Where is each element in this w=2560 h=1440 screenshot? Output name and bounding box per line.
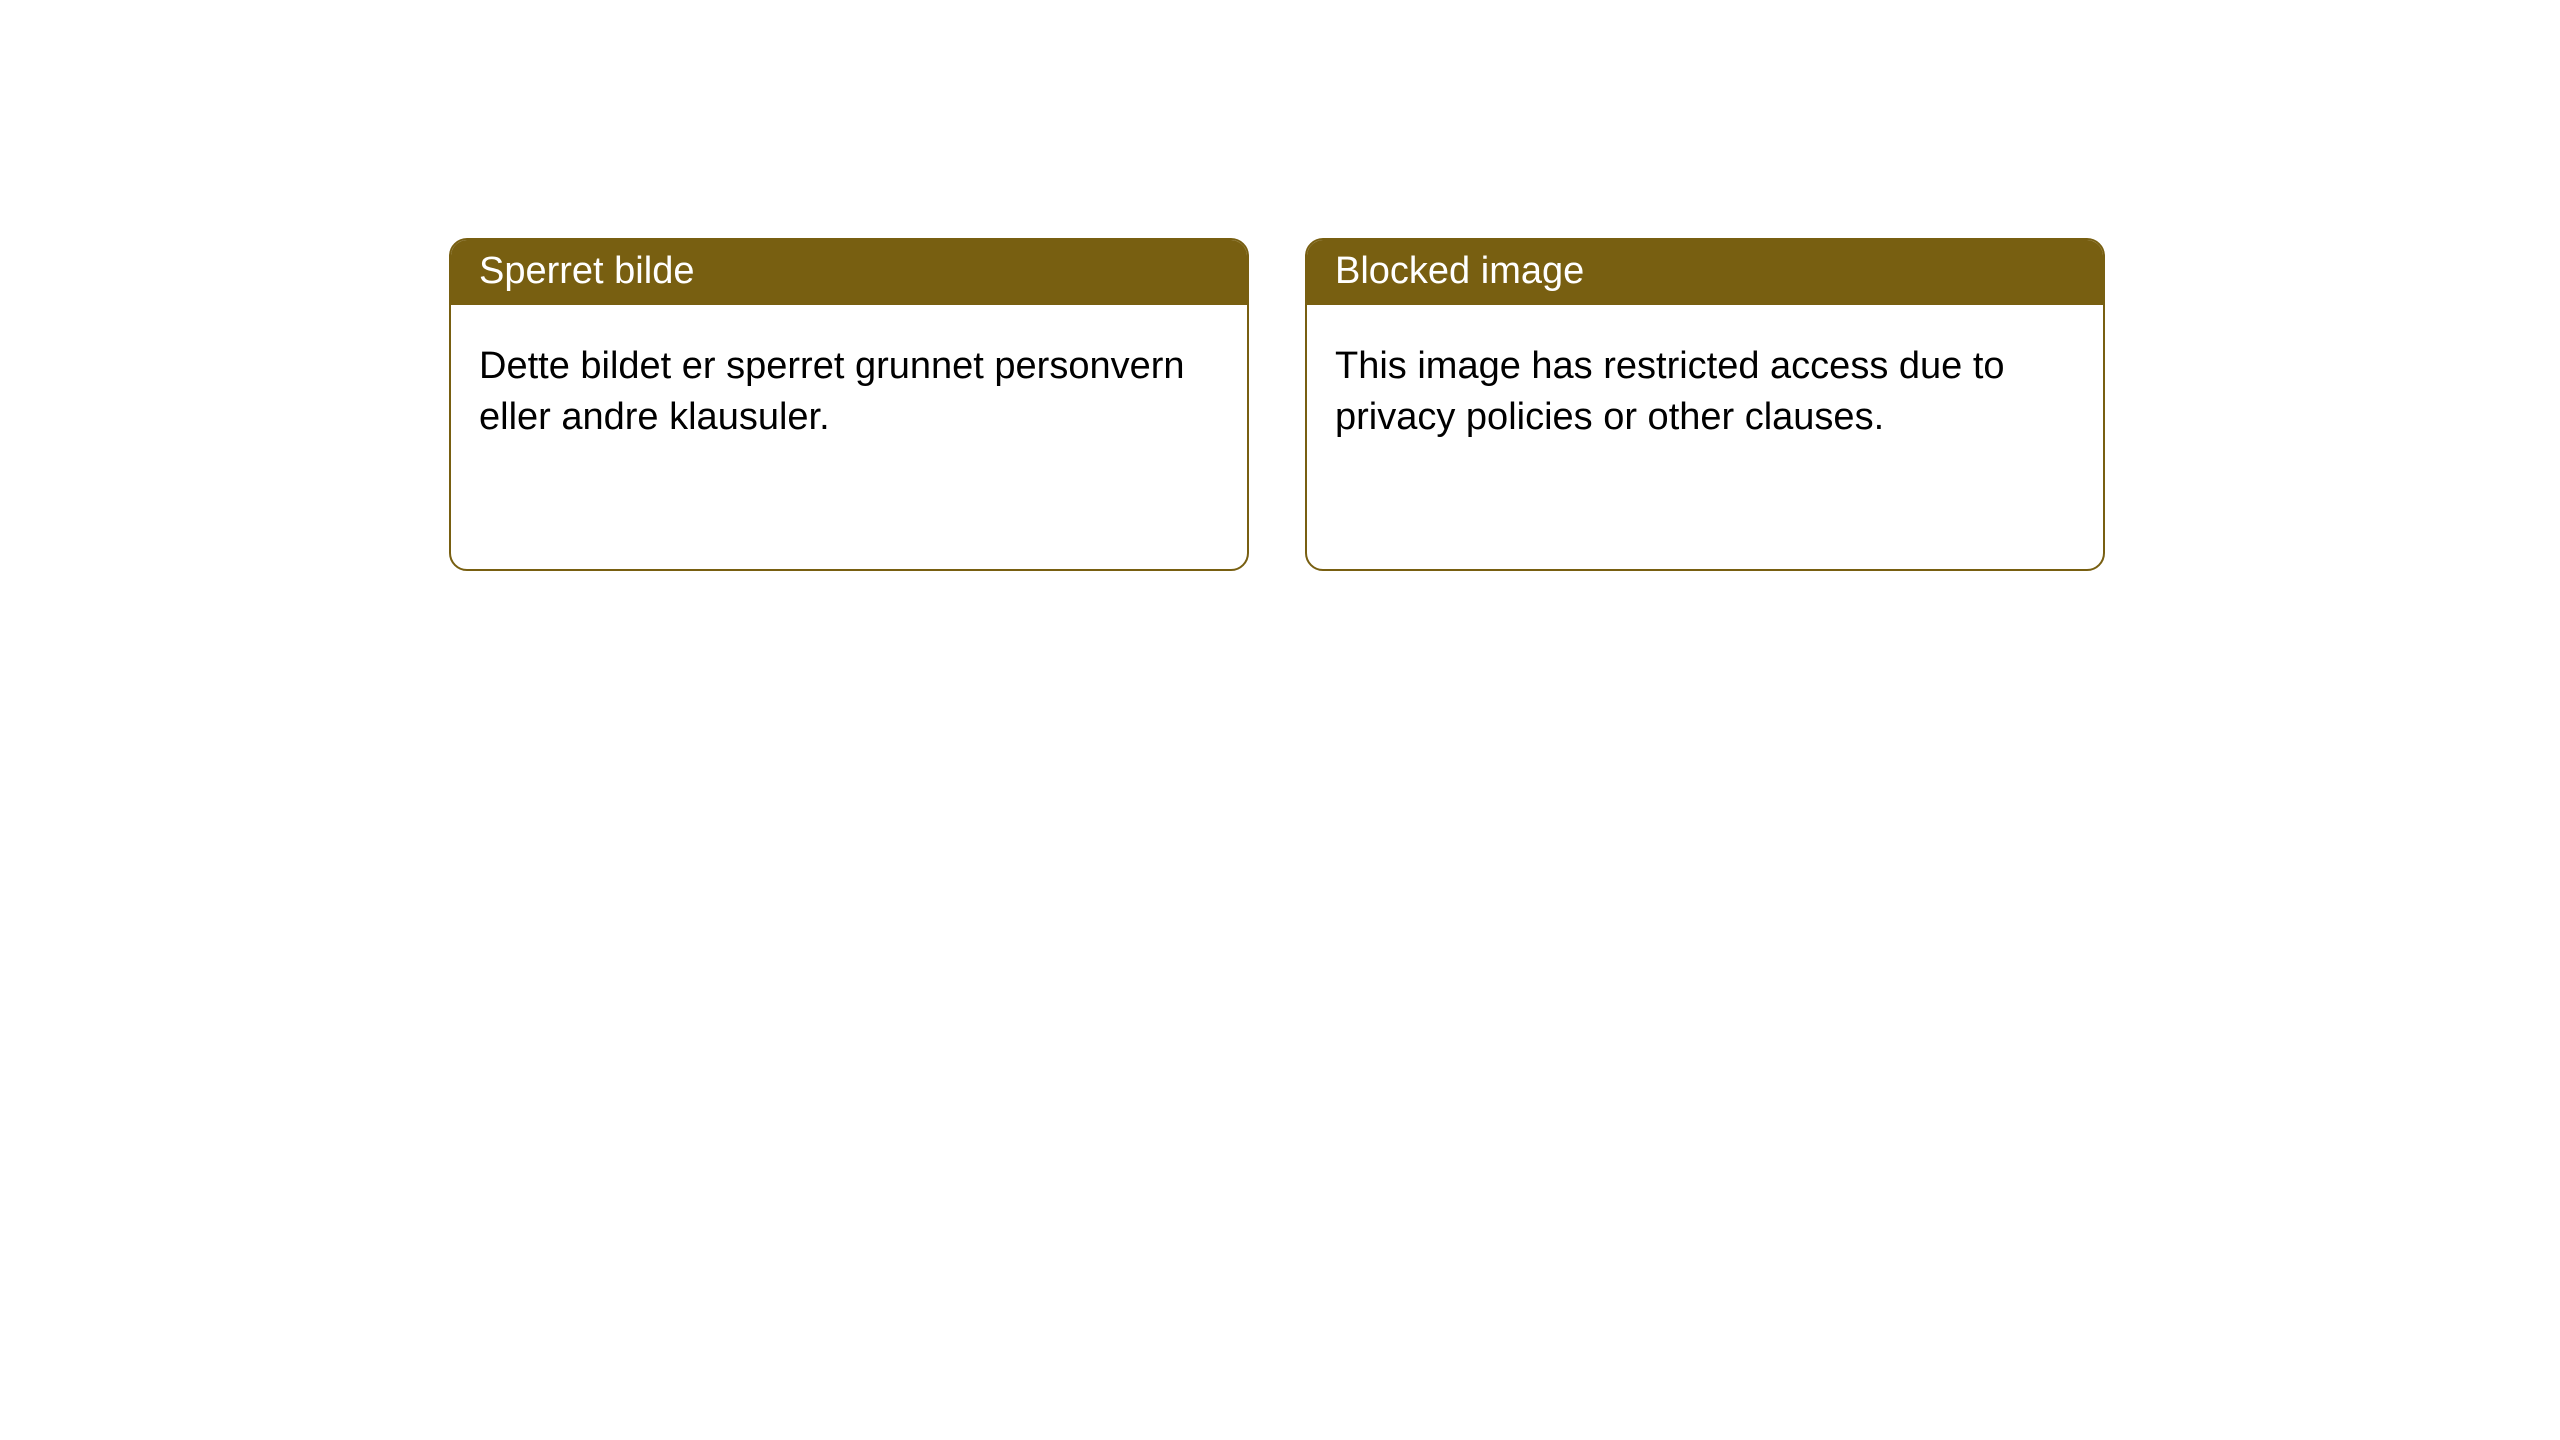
notice-card-no: Sperret bilde Dette bildet er sperret gr… [449,238,1249,571]
notice-body-no: Dette bildet er sperret grunnet personve… [451,305,1247,480]
notice-title-en: Blocked image [1307,240,2103,305]
notice-body-en: This image has restricted access due to … [1307,305,2103,480]
notice-card-en: Blocked image This image has restricted … [1305,238,2105,571]
notice-container: Sperret bilde Dette bildet er sperret gr… [0,0,2560,571]
notice-title-no: Sperret bilde [451,240,1247,305]
